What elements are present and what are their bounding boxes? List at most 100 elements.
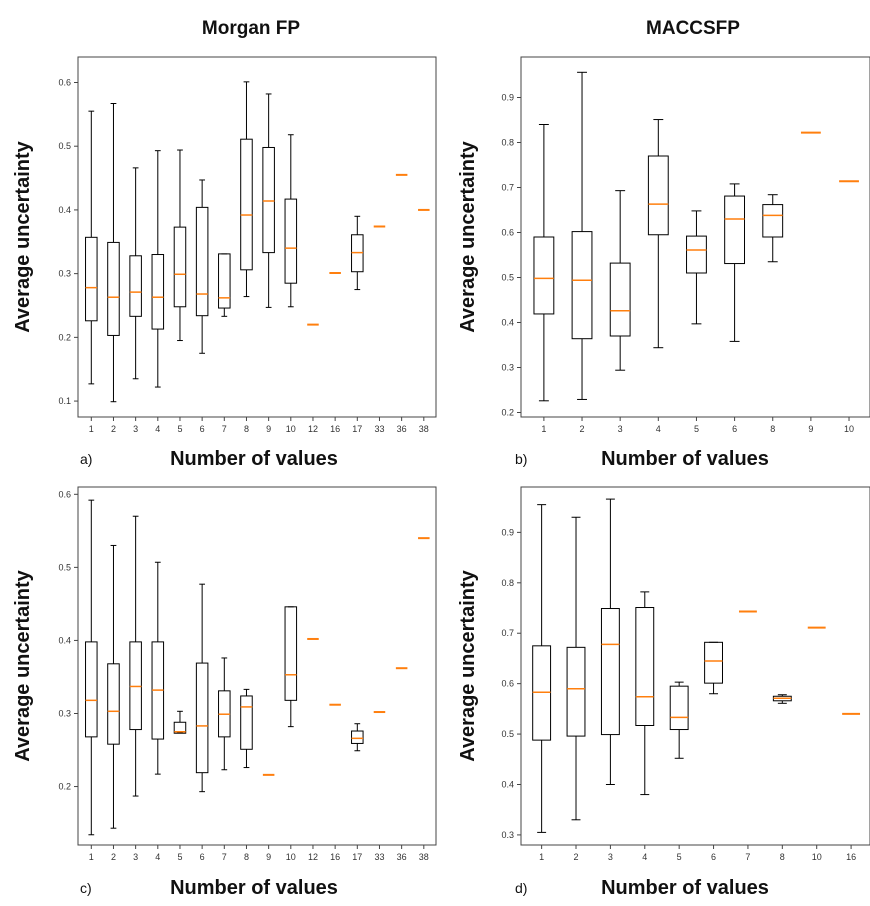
plot-frame bbox=[520, 56, 870, 418]
y-tick-label: 0.6 bbox=[58, 489, 71, 499]
plot-frame bbox=[77, 486, 437, 846]
panel-a: 0.10.20.30.40.50.61 2 3 4 5 6 7 8 9 10 12 16 17 33 36 3… bbox=[12, 56, 437, 470]
iqr-box bbox=[533, 236, 555, 315]
box-4 bbox=[151, 150, 165, 388]
iqr-box bbox=[262, 146, 275, 254]
y-axis-label: Average uncertainty bbox=[12, 140, 34, 332]
box-6 bbox=[724, 183, 746, 342]
x-tick-label: 2 bbox=[111, 852, 116, 862]
x-tick-label: 2 bbox=[580, 424, 585, 434]
x-tick-label: 17 bbox=[352, 424, 362, 434]
box-6 bbox=[195, 583, 209, 793]
x-tick-label: 6 bbox=[711, 852, 716, 862]
y-tick-label: 0.6 bbox=[58, 77, 71, 87]
x-tick-label: 1 bbox=[539, 852, 544, 862]
iqr-box bbox=[85, 236, 98, 322]
x-tick-label: 3 bbox=[133, 852, 138, 862]
box-2 bbox=[107, 544, 120, 829]
x-tick-label: 7 bbox=[745, 852, 750, 862]
iqr-box bbox=[724, 195, 746, 265]
y-tick-label: 0.9 bbox=[501, 527, 514, 537]
x-tick-label: 3 bbox=[133, 424, 138, 434]
x-tick-label: 8 bbox=[770, 424, 775, 434]
y-tick-label: 0.7 bbox=[501, 183, 514, 193]
y-tick-label: 0.3 bbox=[501, 830, 514, 840]
x-tick-label: 1 bbox=[89, 424, 94, 434]
y-axis-label: Average uncertainty bbox=[457, 140, 479, 332]
iqr-box bbox=[173, 226, 187, 308]
panel-letter: c) bbox=[80, 880, 92, 896]
x-tick-label: 16 bbox=[846, 852, 856, 862]
x-tick-label: 8 bbox=[244, 424, 249, 434]
x-tick-label: 5 bbox=[177, 852, 182, 862]
panel-b: 0.2 0.3 0.4 0.5 0.6 0.7 0.8 0.9 1 2 3 4 5 6 8 9 10 Averag… bbox=[457, 56, 870, 470]
box-17 bbox=[351, 723, 364, 752]
x-tick-label: 9 bbox=[808, 424, 813, 434]
box-7 bbox=[218, 657, 231, 771]
panel-d: 0.3 0.4 0.5 0.6 0.7 0.8 0.9 1 2 3 4 5 6 7 8 10 16 Average… bbox=[457, 486, 870, 899]
y-tick-label: 0.2 bbox=[501, 408, 514, 418]
x-tick-label: 8 bbox=[780, 852, 785, 862]
x-tick-label: 36 bbox=[397, 852, 407, 862]
iqr-box bbox=[85, 641, 98, 738]
iqr-box bbox=[647, 155, 669, 236]
y-tick-label: 0.3 bbox=[58, 708, 71, 718]
box-6 bbox=[704, 641, 723, 695]
x-tick-label: 12 bbox=[308, 424, 318, 434]
x-tick-label: 10 bbox=[844, 424, 854, 434]
x-tick-label: 5 bbox=[177, 424, 182, 434]
iqr-box bbox=[532, 645, 552, 741]
box-10 bbox=[284, 134, 298, 308]
box-6 bbox=[195, 179, 209, 354]
x-tick-label: 7 bbox=[222, 852, 227, 862]
x-tick-label: 3 bbox=[608, 852, 613, 862]
box-7 bbox=[218, 253, 231, 317]
y-tick-label: 0.5 bbox=[58, 562, 71, 572]
box-3 bbox=[600, 498, 620, 785]
y-tick-label: 0.4 bbox=[501, 779, 514, 789]
y-axis-label: Average uncertainty bbox=[12, 569, 34, 761]
box-3 bbox=[129, 515, 142, 797]
x-tick-label: 36 bbox=[397, 424, 407, 434]
y-tick-label: 0.4 bbox=[501, 318, 514, 328]
x-tick-label: 4 bbox=[642, 852, 647, 862]
box-4 bbox=[635, 591, 655, 796]
x-axis-label: Number of values bbox=[170, 877, 338, 899]
x-tick-label: 1 bbox=[541, 424, 546, 434]
y-tick-label: 0.5 bbox=[501, 729, 514, 739]
y-tick-label: 0.6 bbox=[501, 679, 514, 689]
panel-c: 0.20.30.40.50.61 2 3 4 5 6 7 8 9 10 12 16 17 33 36 38Av… bbox=[12, 486, 437, 899]
box-2 bbox=[571, 71, 593, 400]
box-8 bbox=[240, 688, 253, 769]
iqr-box bbox=[129, 255, 142, 317]
iqr-box bbox=[635, 607, 655, 726]
x-tick-label: 1 bbox=[89, 852, 94, 862]
box-2 bbox=[566, 516, 586, 821]
box-5 bbox=[173, 149, 187, 342]
iqr-box bbox=[669, 685, 689, 731]
box-8 bbox=[762, 194, 784, 263]
x-tick-label: 10 bbox=[286, 424, 296, 434]
iqr-box bbox=[218, 253, 231, 309]
iqr-box bbox=[195, 206, 209, 317]
iqr-box bbox=[195, 662, 209, 774]
y-axis-label: Average uncertainty bbox=[457, 569, 479, 761]
y-tick-label: 0.8 bbox=[501, 138, 514, 148]
x-tick-label: 38 bbox=[419, 852, 429, 862]
x-tick-label: 5 bbox=[694, 424, 699, 434]
x-tick-label: 10 bbox=[812, 852, 822, 862]
x-tick-label: 9 bbox=[266, 852, 271, 862]
x-tick-label: 38 bbox=[419, 424, 429, 434]
iqr-box bbox=[240, 138, 253, 271]
x-tick-label: 33 bbox=[374, 852, 384, 862]
box-8 bbox=[240, 81, 253, 298]
x-tick-label: 6 bbox=[200, 424, 205, 434]
x-tick-label: 6 bbox=[732, 424, 737, 434]
box-4 bbox=[647, 119, 669, 349]
panel-letter: a) bbox=[80, 451, 92, 467]
x-tick-label: 8 bbox=[244, 852, 249, 862]
y-tick-label: 0.3 bbox=[501, 363, 514, 373]
x-axis-label: Number of values bbox=[601, 448, 769, 470]
x-tick-label: 33 bbox=[374, 424, 384, 434]
